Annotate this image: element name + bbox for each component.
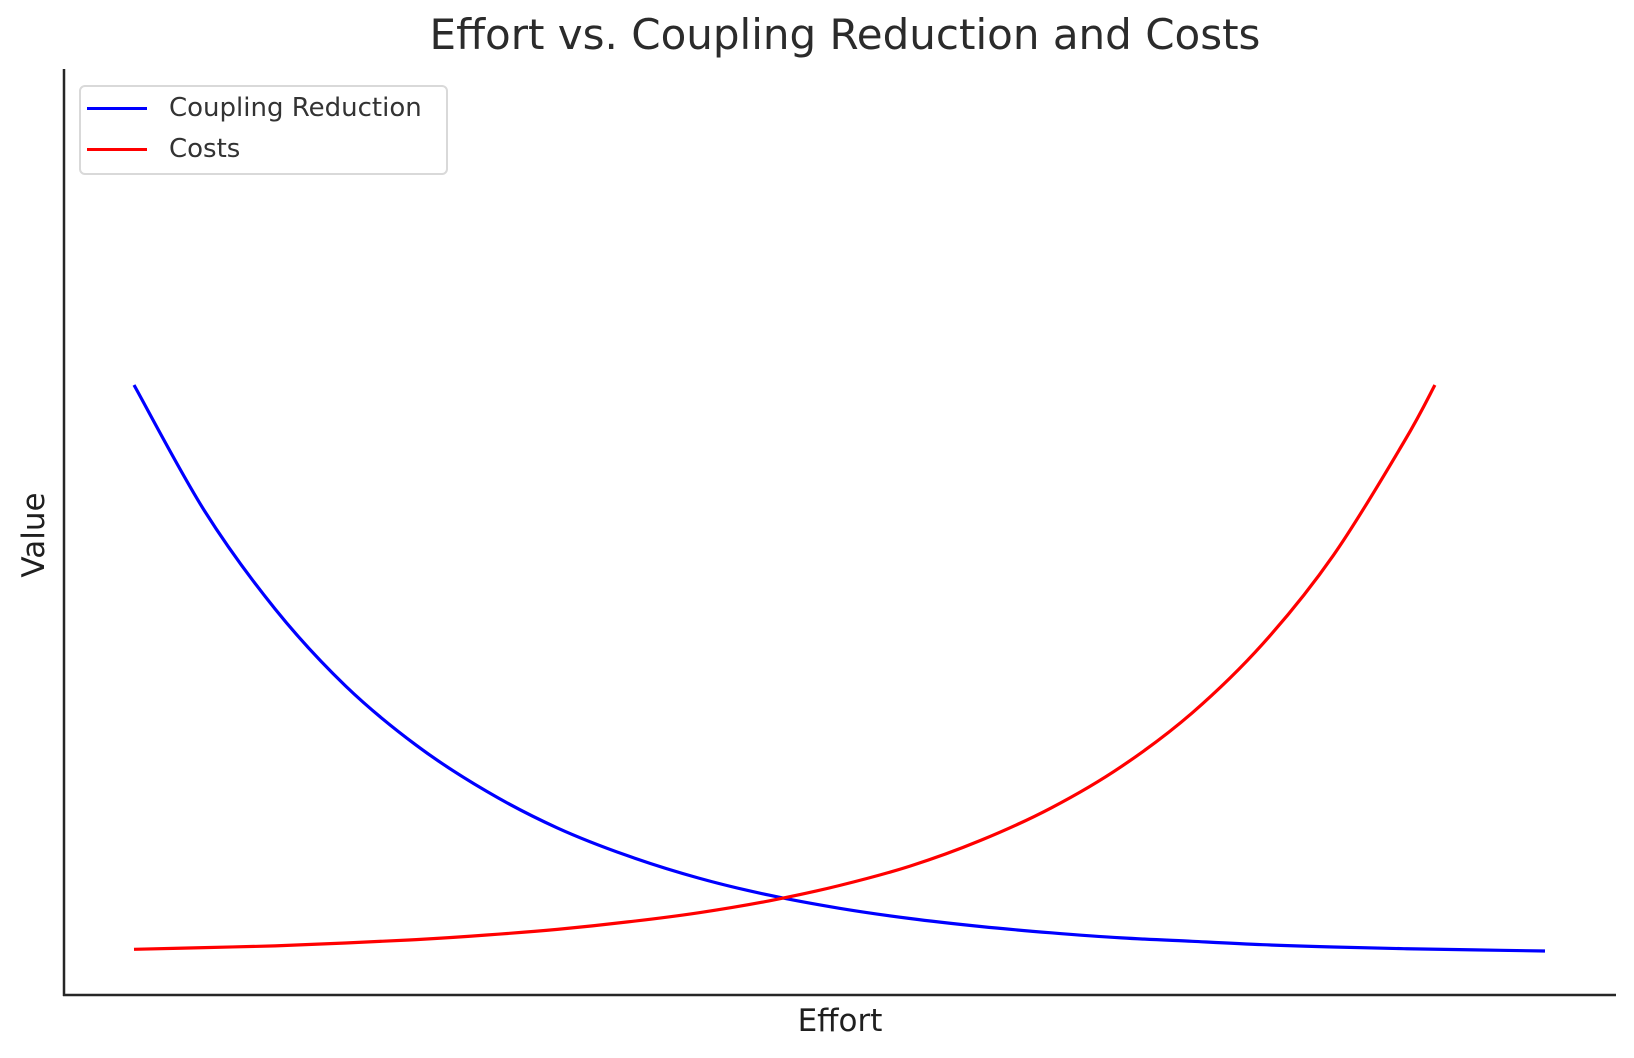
legend-label: Coupling Reduction	[169, 93, 422, 123]
legend: Coupling Reduction Costs	[79, 85, 448, 175]
series-line-coupling-reduction	[132, 384, 1546, 953]
legend-item-costs: Costs	[87, 134, 240, 164]
legend-label: Costs	[169, 134, 241, 164]
chart-title: Effort vs. Coupling Reduction and Costs	[429, 10, 1261, 59]
x-axis-label: Effort	[797, 1003, 883, 1039]
series-line-costs	[133, 384, 1437, 951]
legend-item-coupling-reduction: Coupling Reduction	[87, 93, 422, 123]
series-layer	[132, 384, 1546, 953]
legend-swatch-blue-line-icon	[87, 106, 147, 110]
axes	[62, 69, 1616, 997]
legend-swatch-red-line-icon	[87, 147, 147, 151]
y-axis-label: Value	[16, 492, 52, 578]
